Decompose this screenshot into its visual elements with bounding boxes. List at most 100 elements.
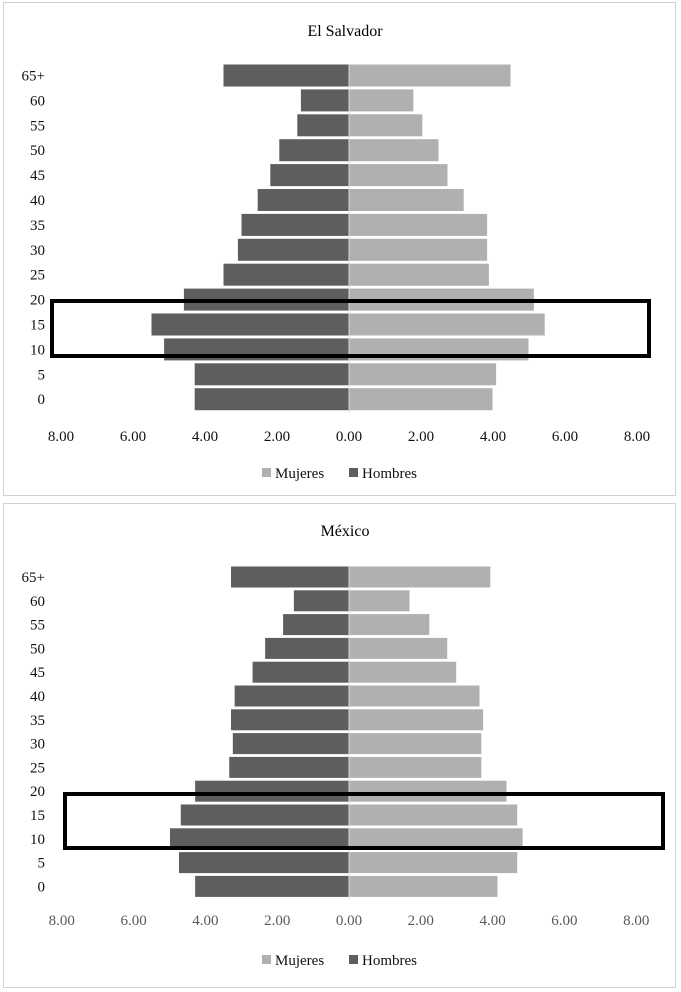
bar-mujeres-15: [348, 312, 546, 337]
bar-hombres-45: [251, 660, 350, 684]
legend-swatch: [262, 468, 271, 477]
bar-mujeres-35: [348, 708, 485, 732]
y-tick-label: 50: [30, 641, 45, 657]
chart-panel-mexico: México 0 5 10 15 20 25 30 35 40 45 50 55 60 65+ 8.00 6.0…: [3, 503, 676, 988]
y-tick-label: 30: [30, 737, 45, 753]
y-tick-label: 25: [30, 760, 45, 776]
bar-hombres-30: [231, 732, 350, 756]
bar-hombres-60: [292, 589, 350, 613]
bar-mujeres-60: [348, 88, 415, 113]
bar-mujeres-65+: [348, 565, 492, 589]
bar-hombres-15: [150, 312, 350, 337]
bar-mujeres-50: [348, 636, 449, 660]
bar-mujeres-0: [348, 874, 499, 898]
bar-hombres-5: [193, 362, 350, 387]
y-tick-label: 5: [38, 856, 46, 872]
y-tick-label: 45: [30, 168, 45, 184]
bar-hombres-15: [179, 803, 350, 827]
y-tick-label: 20: [30, 293, 45, 309]
bar-hombres-35: [240, 212, 350, 237]
bar-hombres-50: [264, 636, 350, 660]
bar-hombres-25: [222, 262, 350, 287]
y-tick-label: 65+: [22, 570, 45, 586]
bar-hombres-40: [233, 684, 350, 708]
bar-mujeres-50: [348, 138, 440, 163]
x-tick-label: 0.00: [336, 913, 362, 929]
bar-mujeres-45: [348, 163, 449, 188]
bar-hombres-55: [296, 113, 350, 138]
chart-title: México: [321, 523, 370, 540]
x-tick-label: 8.00: [623, 913, 649, 929]
x-tick-label: 4.00: [192, 913, 218, 929]
bar-mujeres-35: [348, 212, 489, 237]
y-tick-label: 0: [38, 392, 46, 408]
y-tick-label: 30: [30, 243, 45, 259]
bar-mujeres-40: [348, 188, 465, 212]
bar-mujeres-45: [348, 660, 458, 684]
y-tick-label: 40: [30, 193, 45, 209]
y-tick-label: 55: [30, 618, 45, 634]
bar-mujeres-30: [348, 732, 483, 756]
bar-mujeres-0: [348, 387, 494, 412]
y-tick-label: 40: [30, 689, 45, 705]
highlight-box: [50, 299, 651, 358]
bar-mujeres-65+: [348, 63, 512, 88]
y-tick-label: 65+: [22, 69, 45, 85]
bar-mujeres-30: [348, 237, 489, 262]
bar-hombres-30: [236, 237, 350, 262]
x-tick-label: 8.00: [624, 429, 650, 445]
y-tick-label: 10: [30, 832, 45, 848]
bar-hombres-50: [278, 138, 350, 163]
bar-hombres-0: [193, 387, 350, 412]
chart-title: El Salvador: [307, 23, 383, 40]
x-tick-label: 6.00: [120, 913, 146, 929]
chart-panel-el-salvador: El Salvador 0 5 10 15 20 25 30 35 40 45 50 55 60 65+ 8.…: [3, 2, 676, 496]
y-tick-label: 5: [38, 367, 46, 383]
bar-hombres-20: [194, 779, 350, 803]
legend-swatch: [349, 955, 358, 964]
legend-swatch: [262, 955, 271, 964]
population-pyramid-chart: México 0 5 10 15 20 25 30 35 40 45 50 55 60 65+ 8.00 6.0…: [22, 523, 665, 969]
bar-mujeres-25: [348, 262, 490, 287]
bar-hombres-0: [194, 874, 350, 898]
bar-mujeres-15: [348, 803, 519, 827]
bar-mujeres-20: [348, 779, 508, 803]
legend-item-mujeres: Mujeres: [262, 466, 324, 482]
legend-swatch: [349, 468, 358, 477]
bar-mujeres-55: [348, 113, 424, 138]
x-tick-label: 6.00: [552, 429, 578, 445]
y-tick-label: 45: [30, 665, 45, 681]
x-tick-label: 6.00: [551, 913, 577, 929]
bar-hombres-60: [299, 88, 350, 113]
legend-label: Mujeres: [275, 953, 324, 969]
x-tick-label: 6.00: [120, 429, 146, 445]
bar-hombres-40: [256, 188, 350, 212]
y-tick-label: 50: [30, 143, 45, 159]
x-tick-label: 2.00: [408, 913, 434, 929]
y-tick-label: 20: [30, 784, 45, 800]
y-tick-label: 35: [30, 713, 45, 729]
y-tick-label: 15: [30, 808, 45, 824]
y-tick-label: 15: [30, 318, 45, 334]
x-tick-label: 4.00: [480, 429, 506, 445]
legend-label: Hombres: [362, 466, 417, 482]
bar-hombres-25: [228, 755, 350, 779]
bar-hombres-45: [269, 163, 350, 188]
bar-mujeres-5: [348, 851, 519, 875]
y-tick-label: 0: [38, 879, 46, 895]
bar-mujeres-60: [348, 589, 411, 613]
y-tick-label: 60: [30, 594, 45, 610]
y-tick-label: 60: [30, 93, 45, 109]
legend-item-mujeres: Mujeres: [262, 953, 324, 969]
legend-item-hombres: Hombres: [349, 953, 417, 969]
y-tick-label: 10: [30, 342, 45, 358]
y-tick-label: 55: [30, 118, 45, 134]
bar-hombres-55: [282, 613, 350, 637]
highlight-box: [63, 792, 665, 850]
x-tick-label: 4.00: [479, 913, 505, 929]
legend-item-hombres: Hombres: [349, 466, 417, 482]
x-tick-label: 2.00: [408, 429, 434, 445]
x-tick-label: 8.00: [49, 913, 75, 929]
bar-mujeres-55: [348, 613, 431, 637]
bar-mujeres-40: [348, 684, 481, 708]
